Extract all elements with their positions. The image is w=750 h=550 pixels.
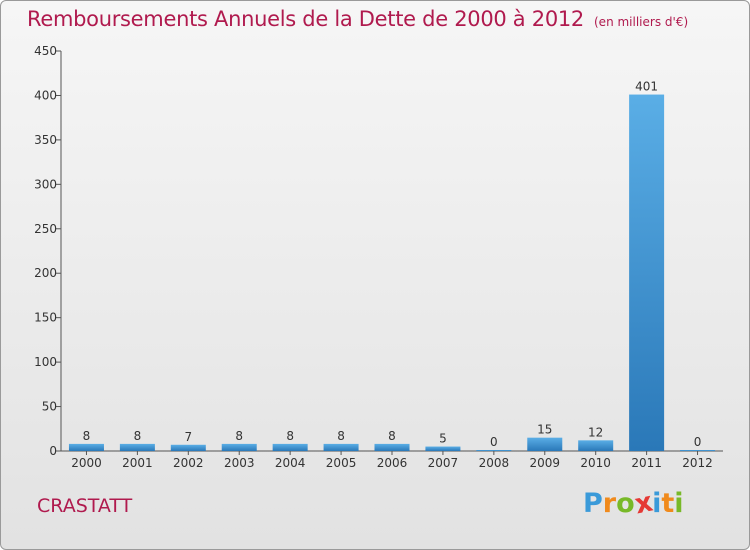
y-tick-label: 400 <box>34 88 57 102</box>
y-tick-label: 200 <box>34 266 57 280</box>
logo-letter: r <box>602 488 617 519</box>
bar-2010 <box>578 440 614 451</box>
x-axis: 2000 2001 2002 2003 2004 2005 2006 2007 2008 2009… <box>61 450 723 470</box>
value-label-2012: 0 <box>694 435 702 449</box>
value-label-2007: 5 <box>439 432 447 446</box>
bar-2006 <box>374 443 410 451</box>
bar-2003 <box>221 443 257 451</box>
value-label-2009: 15 <box>537 423 552 437</box>
logo-letter: i <box>674 488 684 519</box>
logo-letter: P <box>583 488 603 519</box>
x-tick-label: 2006 <box>377 456 408 470</box>
chart-title: Remboursements Annuels de la Dette de 20… <box>27 7 688 31</box>
y-tick-label: 300 <box>34 177 57 191</box>
y-axis: 0 50 100 150 200 250 300 350 400 450 <box>34 44 62 458</box>
commune-name: CRASTATT <box>37 495 133 517</box>
y-tick-label: 450 <box>34 44 57 58</box>
x-tick-label: 2011 <box>631 456 662 470</box>
x-tick-label: 2007 <box>428 456 459 470</box>
chart-subtitle: (en milliers d'€) <box>594 15 689 29</box>
y-tick-label: 250 <box>34 222 57 236</box>
x-tick-label: 2005 <box>326 456 357 470</box>
value-label-2011: 401 <box>635 80 658 94</box>
logo-letter: t <box>661 488 675 519</box>
x-tick-label: 2009 <box>529 456 560 470</box>
chart-title-text: Remboursements Annuels de la Dette de 20… <box>27 7 584 31</box>
x-tick-label: 2002 <box>173 456 204 470</box>
value-label-2010: 12 <box>588 425 603 439</box>
value-label-2001: 8 <box>134 429 142 443</box>
logo-letter: i <box>652 488 662 519</box>
bar-2000 <box>68 443 104 451</box>
logo-letter: o <box>616 488 635 519</box>
x-tick-label: 2004 <box>275 456 306 470</box>
value-label-2005: 8 <box>337 429 345 443</box>
x-tick-label: 2003 <box>224 456 255 470</box>
bar-2001 <box>119 443 155 451</box>
value-label-2002: 7 <box>184 430 192 444</box>
value-label-2003: 8 <box>235 429 243 443</box>
bar-2004 <box>272 443 308 451</box>
value-label-2006: 8 <box>388 429 396 443</box>
x-tick-label: 2000 <box>71 456 102 470</box>
bar-2008 <box>476 450 512 451</box>
value-label-2008: 0 <box>490 435 498 449</box>
bar-2007 <box>425 446 461 451</box>
bar-2002 <box>170 444 206 451</box>
value-label-2004: 8 <box>286 429 294 443</box>
y-tick-label: 350 <box>34 133 57 147</box>
proxiti-logo: Proxiti <box>583 487 684 521</box>
y-tick-label: 50 <box>42 400 57 414</box>
data-labels: 8 8 7 8 8 8 8 5 0 15 12 401 0 <box>83 80 702 449</box>
x-tick-label: 2001 <box>122 456 153 470</box>
x-tick-label: 2012 <box>682 456 713 470</box>
y-tick-label: 0 <box>49 444 57 458</box>
x-tick-label: 2008 <box>479 456 510 470</box>
x-tick-label: 2010 <box>580 456 611 470</box>
value-label-2000: 8 <box>83 429 91 443</box>
bar-2005 <box>323 443 359 451</box>
y-tick-label: 150 <box>34 311 57 325</box>
bar-2012 <box>680 450 716 451</box>
bar-2009 <box>527 437 563 451</box>
bar-2011 <box>629 94 665 452</box>
bars <box>68 94 716 452</box>
y-tick-label: 100 <box>34 355 57 369</box>
